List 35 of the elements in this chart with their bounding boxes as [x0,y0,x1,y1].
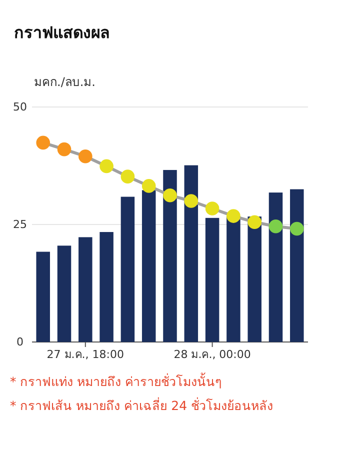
y-tick-label: 50 [13,100,27,114]
bar [163,170,177,342]
chart-title: กราฟแสดงผล [14,23,110,42]
bar [205,218,220,342]
point [57,142,72,156]
bar [184,165,198,342]
point [142,179,156,193]
x-tick-label: 28 ม.ค., 00:00 [174,348,251,361]
bar [248,216,262,342]
text: * กราฟแท่ง หมายถึง ค่ารายชั่วโมงนั้นๆ [10,372,222,389]
bar [78,237,92,342]
bar [268,192,283,342]
point [120,170,135,184]
y-tick-label: 0 [16,336,24,349]
point [290,222,304,236]
bar [120,196,135,342]
y-tick-label: 25 [13,218,27,232]
y-axis-title: มคก./ลบ.ม. [34,75,96,89]
point [100,159,114,174]
bar [57,246,72,342]
point [163,188,177,202]
point [226,209,240,223]
point [78,149,92,164]
bar [36,252,50,342]
text: * กราฟเส้น หมายถึง ค่าเฉลี่ย 24 ชั่วโมงย้อนหลัง [10,397,274,413]
point [205,202,220,216]
point [268,219,283,234]
bar [290,189,304,342]
point [248,215,262,230]
bar [142,190,156,342]
bar [226,216,240,342]
x-tick-label: 27 ม.ค., 18:00 [46,348,124,361]
point [184,194,198,208]
bar [100,232,114,342]
point [36,136,50,150]
